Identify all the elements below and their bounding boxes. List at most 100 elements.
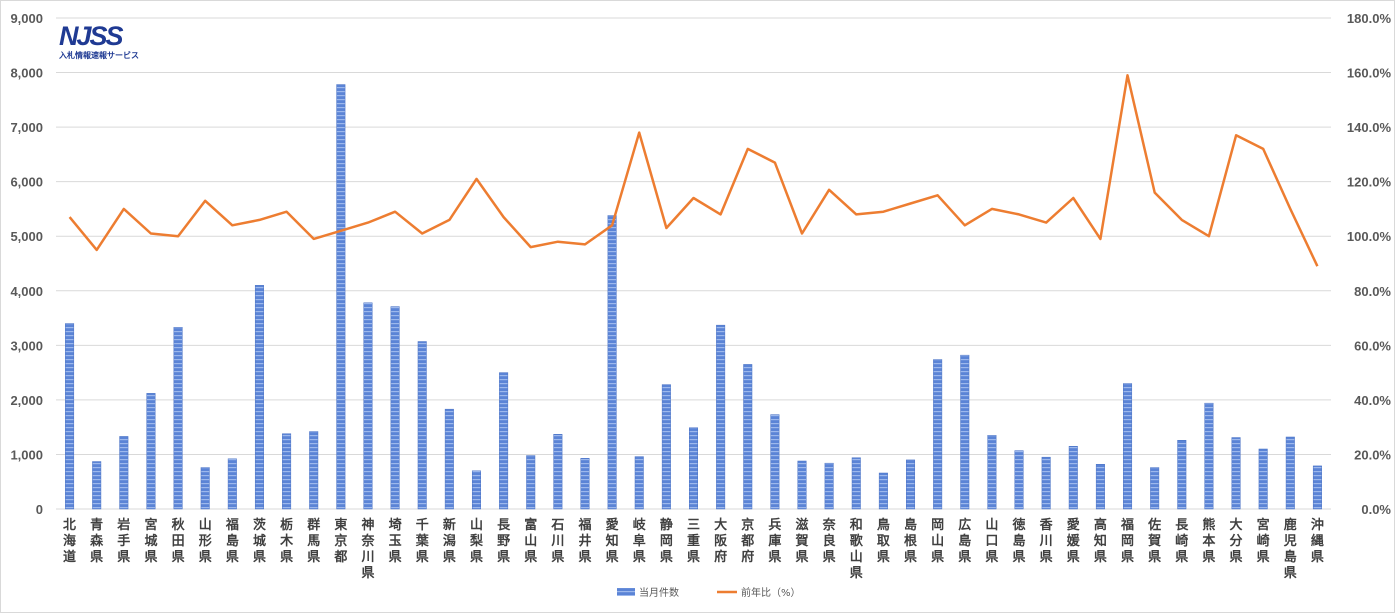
left-axis: 0 1,000 2,000 3,000 4,000 5,000 6,000 7,000 8,00… bbox=[10, 11, 43, 517]
bar bbox=[499, 372, 509, 510]
category-label: 山梨県 bbox=[469, 517, 484, 565]
category-label: 岡山県 bbox=[931, 518, 944, 565]
y2-tick-label: 60.0% bbox=[1354, 338, 1391, 353]
bar bbox=[743, 364, 753, 510]
y-tick-label: 6,000 bbox=[10, 175, 43, 190]
bar bbox=[1204, 402, 1214, 510]
y-tick-label: 5,000 bbox=[10, 229, 43, 244]
category-label: 佐賀県 bbox=[1147, 517, 1161, 565]
bar bbox=[417, 341, 427, 510]
category-label: 三重県 bbox=[687, 518, 700, 565]
y-tick-label: 2,000 bbox=[10, 393, 43, 408]
y-tick-label: 3,000 bbox=[10, 338, 43, 353]
bar bbox=[282, 433, 292, 510]
category-label: 滋賀県 bbox=[795, 517, 809, 565]
y2-tick-label: 0.0% bbox=[1361, 502, 1391, 517]
category-label: 熊本県 bbox=[1202, 517, 1215, 565]
bar bbox=[363, 302, 373, 510]
y2-tick-label: 40.0% bbox=[1354, 393, 1391, 408]
bar bbox=[607, 215, 617, 510]
category-label: 和歌山県 bbox=[850, 517, 864, 581]
category-label: 岩手県 bbox=[116, 517, 130, 565]
bar bbox=[390, 306, 400, 510]
category-label: 福島県 bbox=[225, 517, 239, 565]
category-label: 北海道 bbox=[63, 518, 76, 565]
category-label: 島根県 bbox=[904, 517, 918, 565]
category-label: 岐阜県 bbox=[633, 517, 647, 565]
legend-bar-label: 当月件数 bbox=[639, 586, 679, 599]
category-label: 長野県 bbox=[497, 518, 511, 565]
category-label: 宮崎県 bbox=[1257, 517, 1270, 565]
y2-tick-label: 80.0% bbox=[1354, 284, 1391, 299]
bar bbox=[444, 408, 454, 510]
bar bbox=[824, 462, 834, 510]
y2-tick-label: 140.0% bbox=[1347, 120, 1392, 135]
bar bbox=[1258, 448, 1268, 510]
bar bbox=[1312, 465, 1322, 510]
category-label: 千葉県 bbox=[415, 517, 430, 565]
y2-tick-label: 100.0% bbox=[1347, 229, 1392, 244]
bar bbox=[65, 323, 75, 510]
y-tick-label: 7,000 bbox=[10, 120, 43, 135]
category-label: 広島県 bbox=[958, 517, 971, 565]
bar bbox=[933, 359, 943, 510]
category-label: 奈良県 bbox=[822, 517, 837, 565]
category-label: 高知県 bbox=[1094, 517, 1107, 565]
bar bbox=[1231, 437, 1241, 510]
bar bbox=[1285, 436, 1295, 510]
bar bbox=[580, 458, 590, 510]
bar bbox=[1041, 456, 1051, 510]
bar bbox=[309, 431, 319, 510]
category-label: 愛知県 bbox=[606, 517, 619, 565]
bar bbox=[254, 285, 264, 510]
bar bbox=[119, 436, 129, 510]
category-label: 大分県 bbox=[1230, 517, 1243, 565]
y-tick-label: 8,000 bbox=[10, 66, 43, 81]
category-label: 愛媛県 bbox=[1066, 517, 1081, 565]
category-label: 東京都 bbox=[333, 517, 347, 565]
bar bbox=[526, 455, 536, 510]
bar bbox=[1150, 467, 1160, 510]
category-label: 長崎県 bbox=[1175, 518, 1189, 565]
bar bbox=[553, 434, 563, 510]
legend-bar-swatch bbox=[617, 588, 635, 596]
category-label: 京都府 bbox=[740, 517, 754, 565]
bar bbox=[878, 472, 888, 510]
category-label: 山形県 bbox=[199, 517, 212, 565]
y-tick-label: 0 bbox=[36, 502, 43, 517]
bar bbox=[146, 393, 156, 510]
bar bbox=[634, 456, 644, 510]
y-tick-label: 4,000 bbox=[10, 284, 43, 299]
category-label: 茨城県 bbox=[253, 517, 267, 565]
category-label: 栃木県 bbox=[279, 517, 294, 565]
bar bbox=[1123, 383, 1133, 510]
bar bbox=[471, 470, 481, 510]
bar bbox=[227, 458, 237, 510]
logo-mark: NJSS bbox=[59, 21, 124, 51]
bar bbox=[336, 84, 346, 510]
logo-subtitle: 入札情報速報サービス bbox=[59, 51, 139, 60]
right-axis: 0.0% 20.0% 40.0% 60.0% 80.0% 100.0% 120.0% 140.… bbox=[1347, 11, 1392, 517]
category-label: 新潟県 bbox=[443, 517, 456, 565]
bar bbox=[1014, 450, 1024, 510]
bar bbox=[770, 414, 780, 510]
bars bbox=[65, 84, 1322, 510]
bar bbox=[960, 354, 970, 510]
category-label: 香川県 bbox=[1039, 517, 1054, 565]
category-label: 埼玉県 bbox=[389, 517, 402, 565]
category-label: 大阪府 bbox=[714, 517, 728, 565]
bar bbox=[689, 427, 698, 510]
bar bbox=[1068, 446, 1078, 510]
y-tick-label: 9,000 bbox=[10, 11, 43, 26]
category-label: 静岡県 bbox=[660, 517, 673, 565]
category-label: 宮城県 bbox=[144, 517, 157, 565]
bar bbox=[173, 327, 183, 510]
y2-tick-label: 120.0% bbox=[1347, 175, 1392, 190]
category-label: 兵庫県 bbox=[768, 517, 781, 565]
category-label: 徳島県 bbox=[1012, 517, 1026, 565]
category-label: 石川県 bbox=[550, 518, 564, 565]
category-label: 福井県 bbox=[577, 517, 591, 565]
